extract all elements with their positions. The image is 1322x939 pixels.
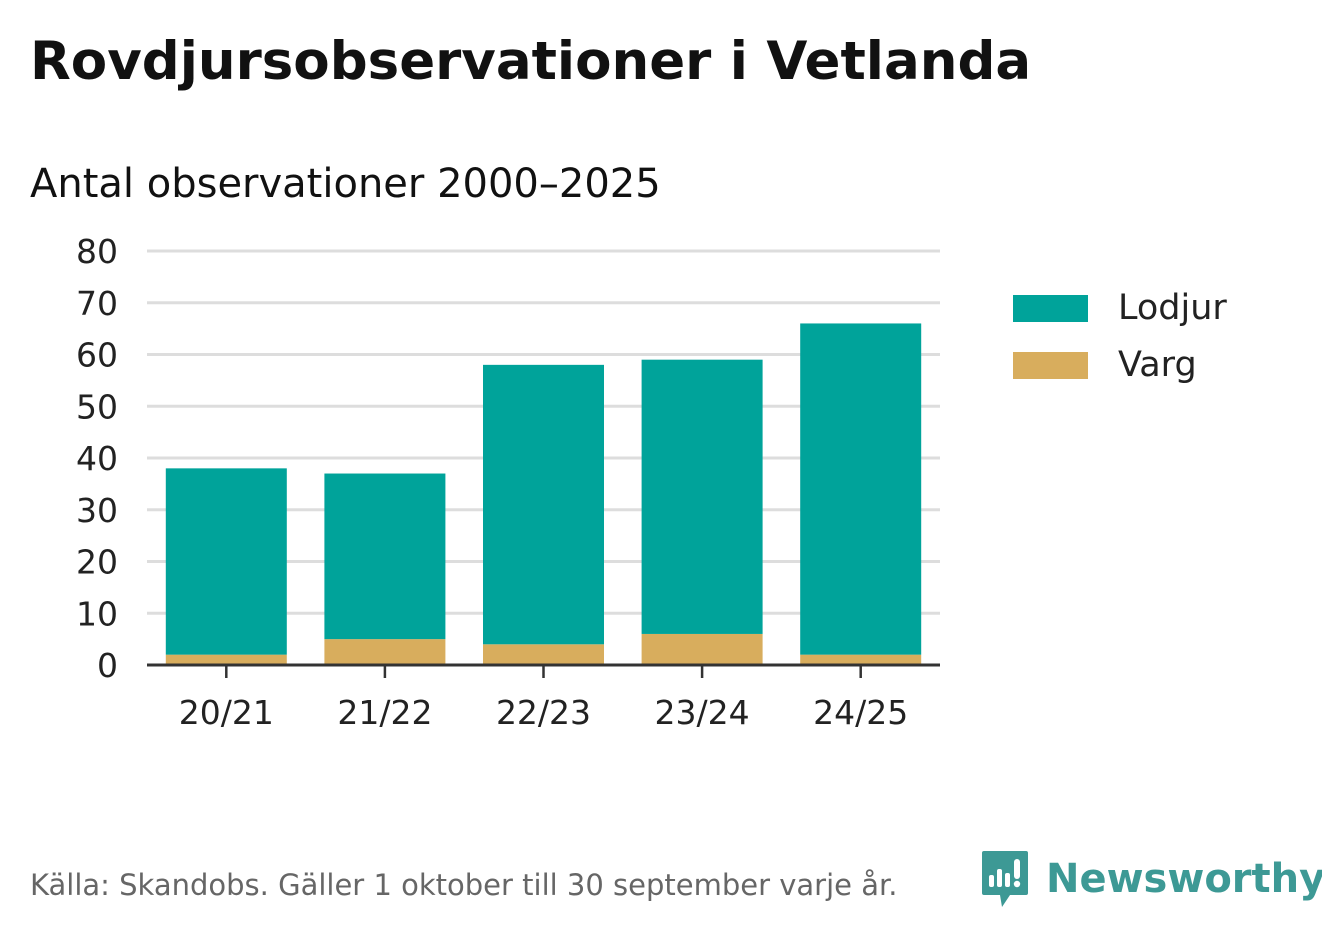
bar-lodjur-21-22 (324, 473, 446, 640)
legend-label-varg: Varg (1118, 345, 1197, 385)
y-tick-label-80: 80 (76, 232, 118, 271)
y-tick-label-30: 30 (76, 491, 118, 530)
bar-varg-20-21 (165, 654, 287, 665)
legend-item-lodjur: Lodjur (1013, 286, 1227, 330)
bar-varg-23-24 (641, 633, 763, 665)
brand-name: Newsworthy (1046, 856, 1322, 902)
bar-lodjur-22-23 (483, 364, 604, 645)
y-tick-label-50: 50 (76, 387, 118, 426)
y-tick-label-40: 40 (76, 439, 118, 478)
x-tick-label-24-25: 24/25 (813, 693, 908, 732)
legend-swatch-varg (1013, 351, 1088, 379)
brand: Newsworthy (980, 849, 1322, 909)
y-tick-label-20: 20 (76, 543, 118, 582)
x-tick-label-21-22: 21/22 (337, 693, 432, 732)
bar-varg-24-25 (800, 654, 922, 665)
source-note: Källa: Skandobs. Gäller 1 oktober till 3… (30, 868, 898, 902)
y-tick-label-0: 0 (97, 646, 118, 685)
x-tick-label-23-24: 23/24 (655, 693, 750, 732)
bars (165, 323, 922, 665)
y-tick-label-70: 70 (76, 284, 118, 323)
chart-subtitle: Antal observationer 2000–2025 (30, 161, 661, 207)
y-axis-ticks: 0 10 20 30 40 50 60 70 80 (76, 232, 118, 685)
legend-item-varg: Varg (1013, 343, 1227, 387)
bar-lodjur-20-21 (165, 468, 287, 655)
chart-legend: Lodjur Varg (1013, 286, 1227, 400)
y-tick-label-60: 60 (76, 336, 118, 375)
bar-varg-21-22 (324, 639, 446, 665)
bar-varg-22-23 (483, 644, 604, 665)
y-tick-label-10: 10 (76, 594, 118, 633)
newsworthy-logo-icon (982, 851, 1028, 907)
x-axis-ticks: 20/21 21/22 22/23 23/24 24/25 (179, 665, 908, 732)
x-tick-label-22-23: 22/23 (496, 693, 591, 732)
x-tick-label-20-21: 20/21 (179, 693, 274, 732)
bar-lodjur-23-24 (641, 359, 763, 634)
legend-label-lodjur: Lodjur (1118, 288, 1227, 328)
bar-lodjur-24-25 (800, 323, 922, 655)
chart-title: Rovdjursobservationer i Vetlanda (30, 31, 1032, 92)
legend-swatch-lodjur (1013, 294, 1088, 322)
